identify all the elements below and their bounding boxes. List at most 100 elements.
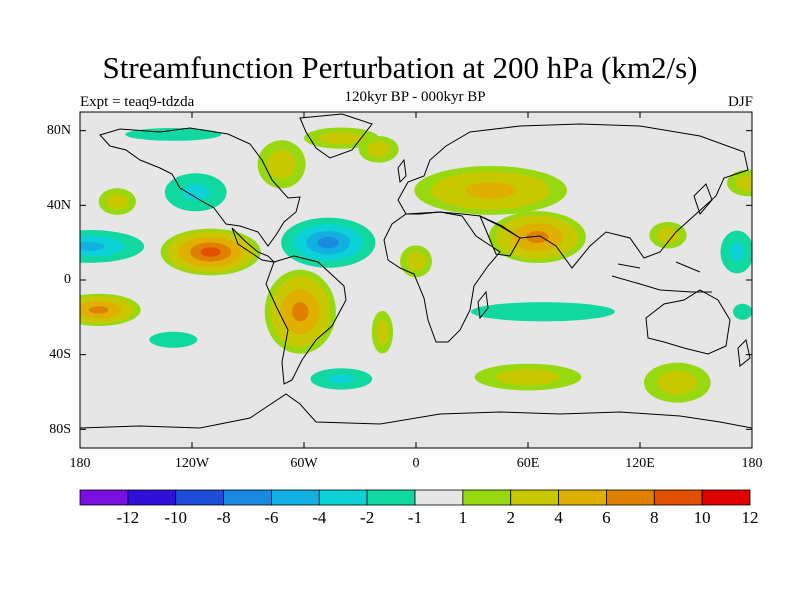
contour-band [733, 303, 752, 320]
lat-tick-label: 40S [49, 347, 71, 362]
coastline-south-america [265, 255, 347, 385]
contour-feature [474, 363, 582, 391]
colorbar-box [414, 489, 464, 506]
lon-tick-label: 120W [174, 456, 210, 471]
colorbar-level-label: -10 [164, 508, 188, 527]
contour-band [182, 184, 209, 201]
coastline-arabia [479, 214, 521, 257]
colorbar-box [366, 489, 416, 506]
lon-tick-label: 60W [290, 456, 318, 471]
colorbar-box [271, 489, 320, 506]
season-label: DJF [727, 94, 753, 110]
colorbar-box [318, 489, 368, 506]
contour-feature [274, 214, 382, 272]
lon-tick-label: 120E [625, 456, 655, 471]
axis-ticks [79, 112, 753, 448]
contour-band [470, 302, 615, 322]
lon-tick-label: 180 [741, 456, 763, 471]
lon-tick-label: 60E [516, 456, 540, 471]
contour-band [656, 227, 680, 244]
colorbar-box [127, 489, 177, 506]
contour-feature [257, 140, 306, 189]
colorbar-level-label: 4 [554, 508, 563, 527]
contour-band [200, 247, 221, 257]
contour-feature [414, 165, 568, 215]
coastline-madagascar [477, 290, 489, 320]
contour-feature [80, 293, 141, 327]
experiment-label: Expt = teaq9-tdzda [80, 94, 195, 110]
colorbar-level-label: -8 [216, 508, 231, 527]
lat-tick-label: 80N [46, 123, 71, 138]
colorbar-level-label: -1 [407, 508, 423, 527]
lat-tick-label: 80S [49, 422, 71, 437]
contour-feature [264, 269, 336, 354]
coastline-greenland [299, 113, 373, 159]
contour-band [149, 331, 198, 348]
contour-band [366, 141, 391, 158]
contour-feature [304, 127, 379, 149]
contour-feature [80, 226, 155, 266]
colorbar-level-label: 2 [506, 508, 515, 527]
contour-band [267, 149, 296, 179]
contour-fill-layer [80, 123, 752, 403]
plot-title: Streamfunction Perturbation at 200 hPa (… [102, 50, 698, 85]
contour-band [328, 374, 355, 384]
coastline-africa [383, 211, 501, 343]
colorbar-box [653, 489, 703, 506]
contour-feature [422, 295, 663, 328]
colorbar-level-label: -12 [116, 508, 140, 527]
contour-feature [715, 224, 752, 280]
colorbar-level-label: 1 [458, 508, 468, 527]
contour-band [496, 369, 560, 386]
contour-band [318, 131, 364, 145]
colorbar-level-label: -4 [312, 508, 327, 527]
contour-feature [726, 298, 752, 326]
colorbar-level-label: 8 [650, 508, 659, 527]
contour-band [406, 251, 426, 271]
coastline-north-america [99, 127, 301, 247]
coastline-japan [693, 183, 713, 215]
colorbar-level-label: 12 [741, 508, 759, 527]
contour-feature [726, 169, 752, 197]
coastline-uk [397, 158, 407, 184]
contour-feature [98, 188, 136, 215]
colorbar-box [510, 489, 559, 506]
contour-feature [649, 221, 687, 249]
contour-feature [156, 167, 236, 217]
coastline-layer [80, 113, 752, 429]
contour-feature [301, 365, 382, 393]
colorbar-box [175, 489, 224, 506]
colorbar [79, 489, 751, 506]
lat-tick-label: 40N [46, 198, 71, 213]
colorbar-level-label: 10 [693, 508, 711, 527]
contour-feature [644, 362, 711, 403]
colorbar-level-label: -6 [264, 508, 279, 527]
lat-tick-label: 0 [64, 272, 71, 287]
contour-band [106, 193, 129, 210]
contour-band [88, 306, 109, 314]
coastline-australia [645, 289, 731, 355]
contour-feature [160, 228, 261, 276]
colorbar-level-label: 6 [602, 508, 611, 527]
coastline-indonesia [611, 261, 712, 293]
contour-feature [133, 326, 214, 354]
contour-band [729, 242, 745, 262]
colorbar-box [462, 489, 512, 506]
contour-band [80, 241, 105, 251]
colorbar-level-label: -2 [360, 508, 375, 527]
contour-band [317, 236, 340, 249]
contour-feature [371, 310, 394, 354]
colorbar-box [701, 489, 751, 506]
plot-subtitle: 120kyr BP - 000kyr BP [344, 89, 486, 105]
contour-band [465, 182, 517, 199]
colorbar-box [223, 489, 272, 506]
coastline-antarctica [80, 393, 752, 429]
contour-band [735, 174, 752, 191]
contour-feature [358, 136, 399, 163]
colorbar-box [606, 489, 655, 506]
contour-band [376, 319, 389, 346]
colorbar-box [558, 489, 607, 506]
coastline-new-zealand [737, 339, 751, 367]
lon-tick-label: 180 [69, 456, 91, 471]
contour-feature [400, 245, 432, 278]
